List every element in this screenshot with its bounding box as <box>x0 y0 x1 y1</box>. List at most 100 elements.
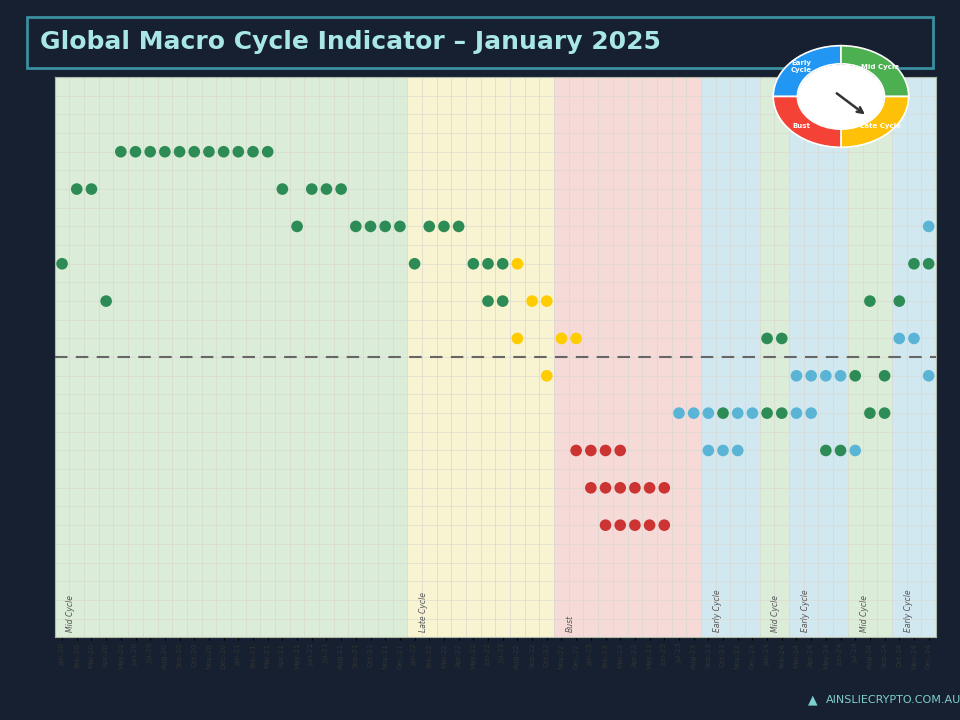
Text: Bust: Bust <box>793 123 810 129</box>
Point <box>260 146 276 158</box>
Point <box>804 408 819 419</box>
Point <box>216 146 231 158</box>
Point <box>671 408 686 419</box>
Point <box>598 445 613 456</box>
Point <box>319 184 334 195</box>
Point <box>436 220 451 232</box>
Point <box>642 519 658 531</box>
Point <box>393 220 408 232</box>
Bar <box>554 77 701 637</box>
Text: Early
Cycle: Early Cycle <box>791 60 812 73</box>
Point <box>554 333 569 344</box>
Point <box>892 295 907 307</box>
Point <box>113 146 129 158</box>
Point <box>774 408 789 419</box>
Point <box>921 258 936 269</box>
Point <box>84 184 99 195</box>
Point <box>157 146 173 158</box>
Point <box>833 445 849 456</box>
Bar <box>848 77 892 637</box>
Point <box>540 295 555 307</box>
Wedge shape <box>841 96 909 148</box>
Point <box>568 333 584 344</box>
Point <box>906 258 922 269</box>
Point <box>804 370 819 382</box>
Point <box>377 220 393 232</box>
Point <box>862 295 877 307</box>
Point <box>348 220 364 232</box>
Point <box>568 445 584 456</box>
Text: Early Cycle: Early Cycle <box>712 589 722 631</box>
Point <box>186 146 202 158</box>
Point <box>451 220 467 232</box>
Point <box>657 519 672 531</box>
Point <box>906 333 922 344</box>
Text: Early Cycle: Early Cycle <box>903 589 913 631</box>
Text: ▲: ▲ <box>808 693 818 707</box>
Text: Mid Cycle: Mid Cycle <box>859 595 869 631</box>
Point <box>230 146 246 158</box>
Point <box>686 408 702 419</box>
Point <box>876 370 892 382</box>
Point <box>876 408 892 419</box>
Wedge shape <box>773 45 841 96</box>
Point <box>480 295 495 307</box>
Point <box>892 333 907 344</box>
Bar <box>407 77 554 637</box>
Point <box>921 370 936 382</box>
Point <box>657 482 672 494</box>
Point <box>730 408 745 419</box>
Point <box>612 519 628 531</box>
Wedge shape <box>773 96 841 148</box>
Point <box>715 408 731 419</box>
Bar <box>55 77 407 637</box>
Point <box>701 445 716 456</box>
Point <box>583 445 598 456</box>
Point <box>495 258 511 269</box>
Point <box>642 482 658 494</box>
Wedge shape <box>841 45 909 96</box>
Circle shape <box>799 65 883 128</box>
Bar <box>892 77 936 637</box>
Text: Late Cycle: Late Cycle <box>860 123 900 129</box>
Point <box>774 333 789 344</box>
Point <box>701 408 716 419</box>
Point <box>510 258 525 269</box>
Text: Global Macro Cycle Indicator – January 2025: Global Macro Cycle Indicator – January 2… <box>40 30 661 55</box>
Bar <box>789 77 848 637</box>
Point <box>759 333 775 344</box>
Point <box>289 220 304 232</box>
Point <box>480 258 495 269</box>
Point <box>818 445 833 456</box>
Point <box>69 184 84 195</box>
Point <box>275 184 290 195</box>
Point <box>55 258 70 269</box>
Point <box>789 370 804 382</box>
Point <box>848 445 863 456</box>
Point <box>627 519 642 531</box>
Point <box>833 370 849 382</box>
Point <box>142 146 157 158</box>
Point <box>363 220 378 232</box>
Point <box>745 408 760 419</box>
Point <box>128 146 143 158</box>
Point <box>759 408 775 419</box>
Point <box>407 258 422 269</box>
Point <box>524 295 540 307</box>
Point <box>612 445 628 456</box>
Text: Late Cycle: Late Cycle <box>419 592 428 631</box>
Point <box>304 184 320 195</box>
Point <box>789 408 804 419</box>
Text: AINSLIECRYPTO.COM.AU: AINSLIECRYPTO.COM.AU <box>826 696 960 705</box>
Point <box>495 295 511 307</box>
Text: Mid Cycle: Mid Cycle <box>772 595 780 631</box>
Text: Bust: Bust <box>565 614 575 631</box>
Point <box>921 220 936 232</box>
Point <box>598 519 613 531</box>
Point <box>99 295 114 307</box>
Point <box>818 370 833 382</box>
Text: Mid Cycle: Mid Cycle <box>861 64 900 70</box>
Point <box>612 482 628 494</box>
Point <box>540 370 555 382</box>
Bar <box>701 77 759 637</box>
